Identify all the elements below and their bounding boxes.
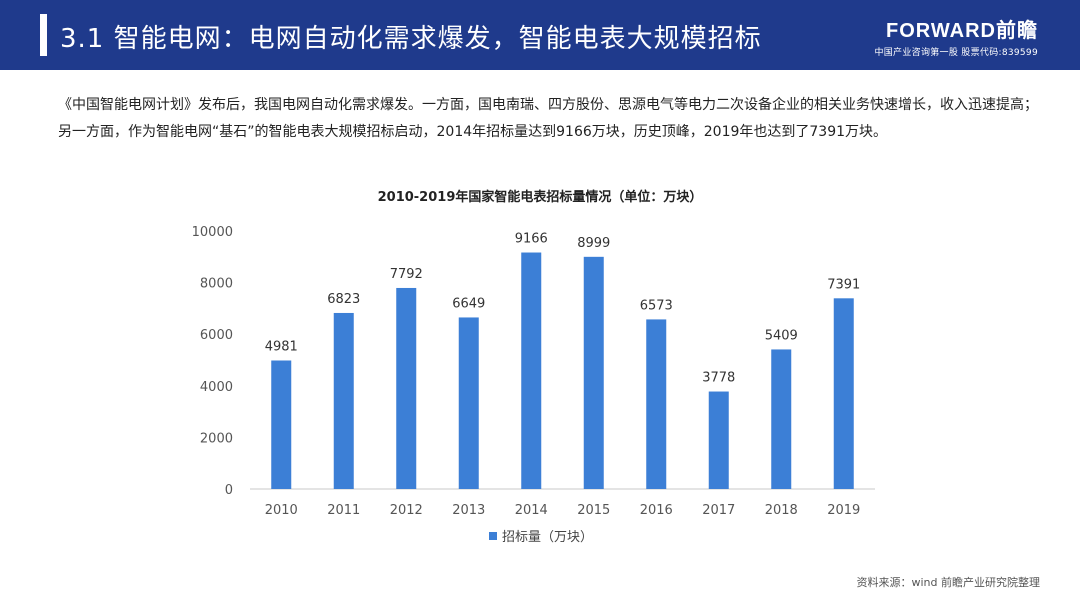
data-label: 7792 [390, 267, 423, 282]
x-tick-label: 2017 [702, 503, 735, 518]
y-tick-label: 8000 [200, 277, 233, 292]
x-tick-label: 2012 [390, 503, 423, 518]
bar [646, 319, 667, 489]
brand-block: FORWARD前瞻 中国产业咨询第一股 股票代码:839599 [858, 14, 1038, 58]
bar [583, 256, 604, 489]
header-banner: 3.1 智能电网：电网自动化需求爆发，智能电表大规模招标 FORWARD前瞻 中… [0, 0, 1080, 70]
data-label: 5409 [765, 328, 798, 343]
y-tick-label: 4000 [200, 380, 233, 395]
x-tick-label: 2014 [515, 503, 548, 518]
y-tick-label: 2000 [200, 431, 233, 446]
x-tick-label: 2013 [452, 503, 485, 518]
x-tick-label: 2010 [265, 503, 298, 518]
bar [271, 360, 292, 489]
legend-label: 招标量（万块） [502, 530, 593, 545]
data-label: 6823 [327, 292, 360, 307]
data-label: 9166 [515, 232, 548, 247]
title-accent-bar [40, 14, 47, 56]
data-label: 6649 [452, 296, 485, 311]
data-label: 4981 [265, 339, 298, 354]
bar [521, 252, 542, 489]
bar [708, 391, 729, 489]
bar [458, 317, 479, 489]
y-tick-label: 0 [225, 483, 233, 498]
legend-swatch [489, 532, 497, 540]
bar [833, 298, 854, 489]
y-tick-label: 10000 [192, 225, 233, 240]
x-tick-label: 2011 [327, 503, 360, 518]
data-label: 6573 [640, 298, 673, 313]
x-tick-label: 2018 [765, 503, 798, 518]
x-tick-label: 2019 [827, 503, 860, 518]
source-note: 资料来源：wind 前瞻产业研究院整理 [856, 576, 1040, 589]
x-tick-label: 2016 [640, 503, 673, 518]
intro-paragraph: 《中国智能电网计划》发布后，我国电网自动化需求爆发。一方面，国电南瑞、四方股份、… [58, 97, 1038, 140]
chart-title: 2010-2019年国家智能电表招标量情况（单位：万块） [377, 190, 703, 205]
page-title: 3.1 智能电网：电网自动化需求爆发，智能电表大规模招标 [60, 24, 762, 54]
data-label: 3778 [702, 371, 735, 386]
brand-logo: FORWARD前瞻 [886, 20, 1038, 42]
data-label: 8999 [577, 236, 610, 251]
bar [771, 349, 792, 489]
brand-tagline: 中国产业咨询第一股 股票代码:839599 [874, 48, 1038, 58]
data-label: 7391 [827, 277, 860, 292]
bar [396, 287, 417, 489]
y-tick-label: 6000 [200, 328, 233, 343]
bar [333, 312, 354, 489]
x-tick-label: 2015 [577, 503, 610, 518]
